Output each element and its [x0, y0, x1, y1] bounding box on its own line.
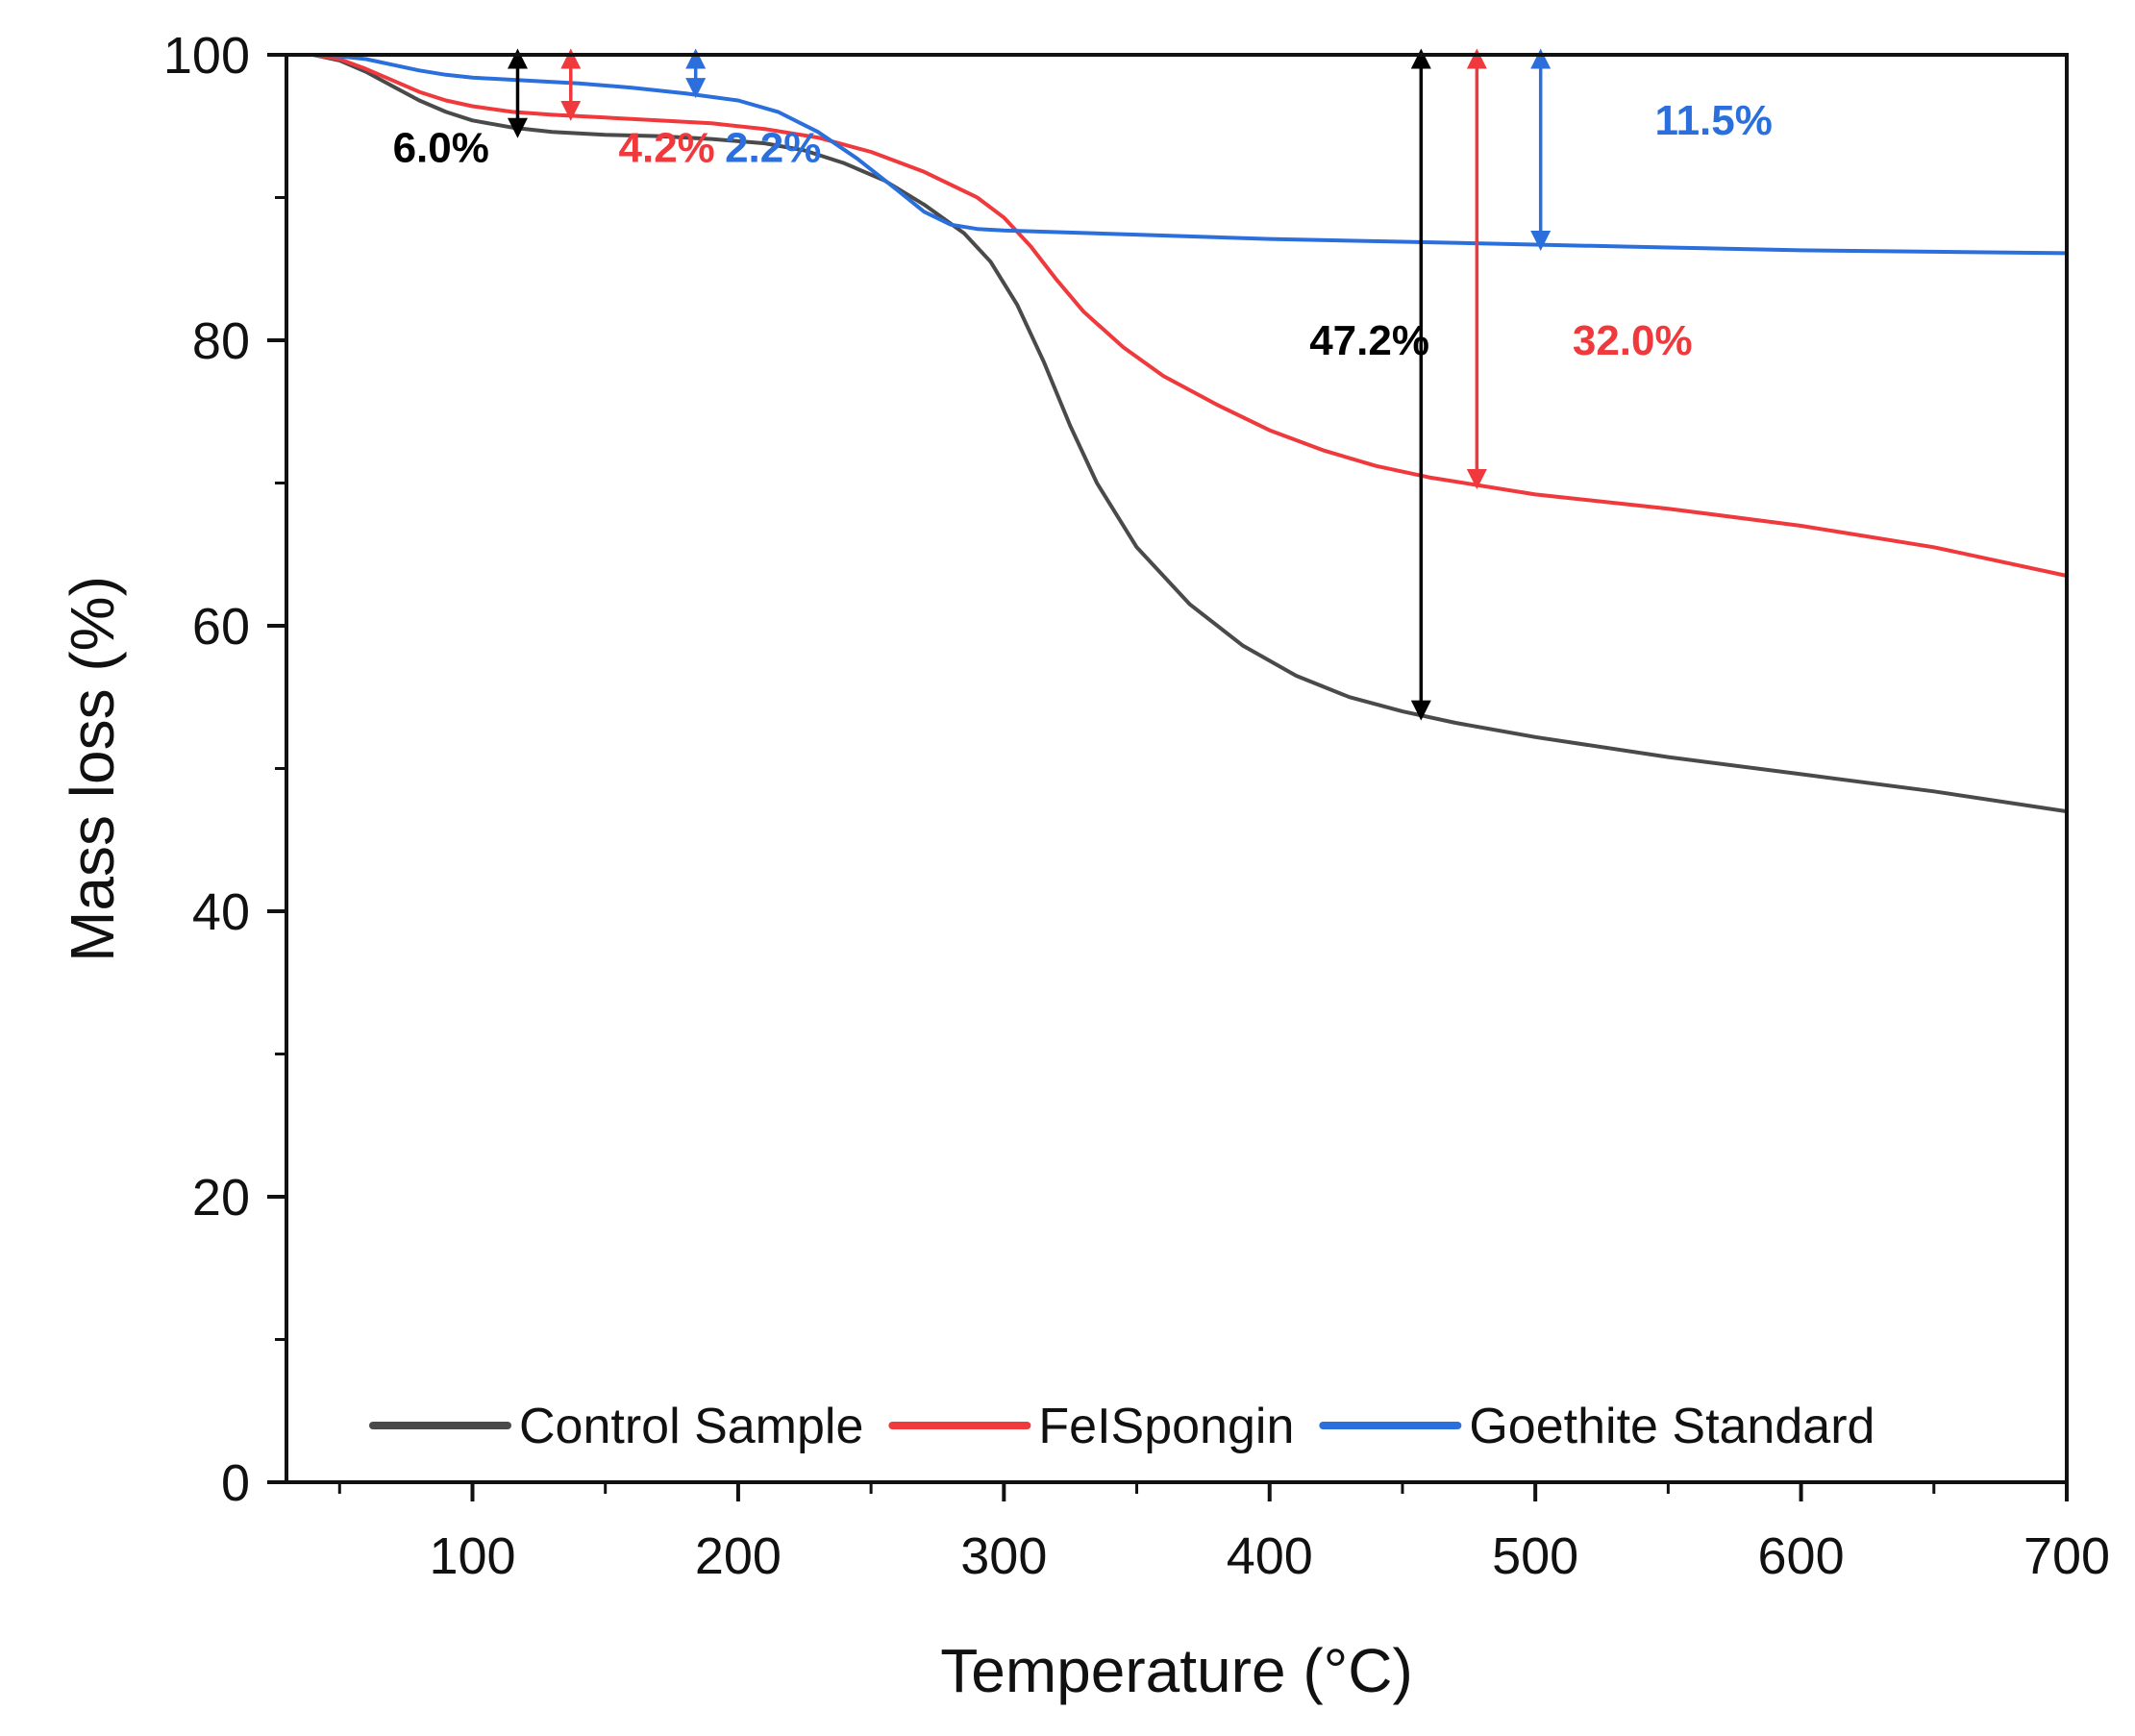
x-axis-title: Temperature (°C) [940, 1636, 1413, 1705]
legend-label-feispongin: FeISpongin [1038, 1399, 1294, 1454]
y-tick-label-60: 60 [192, 598, 250, 656]
y-tick-label-80: 80 [192, 312, 250, 370]
x-tick-label-100: 100 [429, 1527, 515, 1585]
tick-layer: 100 200 300 400 500 600 700 0 20 40 60 80 100 [163, 27, 2110, 1585]
x-tick-label-500: 500 [1492, 1527, 1578, 1585]
x-tick-label-200: 200 [695, 1527, 782, 1585]
y-axis-title: Mass loss (%) [58, 576, 127, 962]
x-tick-label-300: 300 [960, 1527, 1047, 1585]
annotation-label-2-2pct: 2.2% [725, 124, 821, 171]
annotation-label-11-5pct: 11.5% [1655, 97, 1773, 144]
legend-label-goethite-standard: Goethite Standard [1469, 1399, 1874, 1454]
legend-label-control-sample: Control Sample [519, 1399, 863, 1454]
plot-frame [285, 53, 2069, 1484]
y-tick-label-100: 100 [163, 27, 250, 85]
annotation-label-6-0pct: 6.0% [393, 124, 489, 171]
x-tick-label-600: 600 [1758, 1527, 1845, 1585]
annotation-label-32-0pct: 32.0% [1573, 317, 1693, 364]
series-line-feispongin [285, 53, 2069, 578]
y-tick-label-0: 0 [221, 1454, 250, 1512]
legend: Control Sample FeISpongin Goethite Standar… [369, 1399, 1874, 1454]
x-tick-label-700: 700 [2023, 1527, 2110, 1585]
x-tick-label-400: 400 [1227, 1527, 1313, 1585]
series-line-goethite-standard [285, 53, 2069, 256]
annotation-label-4-2pct: 4.2% [619, 124, 715, 171]
series-layer [285, 53, 2069, 814]
y-tick-label-40: 40 [192, 883, 250, 941]
annotation-layer: 6.0% 4.2% 2.2% 47.2% 32.0% 11.5% [393, 48, 1773, 721]
series-line-control-sample [285, 53, 2069, 814]
y-tick-label-20: 20 [192, 1169, 250, 1227]
annotation-label-47-2pct: 47.2% [1309, 317, 1429, 364]
